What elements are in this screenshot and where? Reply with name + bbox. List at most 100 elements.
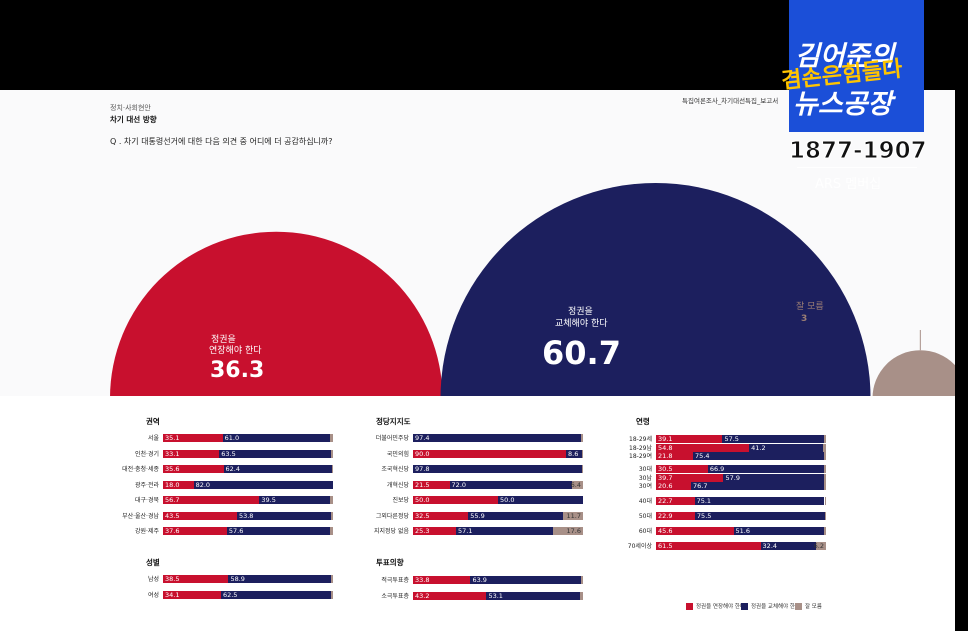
bar-segment: 61.5 xyxy=(656,542,761,550)
legend-extend: 정권을 연장해야 한다 xyxy=(686,602,745,610)
legend-extend-label: 정권을 연장해야 한다 xyxy=(696,604,746,610)
show-logo-box: 김어준의 겸손은힘들다 뉴스공장 xyxy=(780,0,924,132)
bar-segment xyxy=(823,435,826,443)
bar-segment: 22.9 xyxy=(656,512,695,520)
question-text: Q . 차기 대통령선거에 대한 다음 의견 중 어디에 더 공감하십니까? xyxy=(110,137,333,146)
legend-swatch-extend xyxy=(686,603,693,610)
bar-segment: 97.8 xyxy=(413,465,582,473)
bar-segment: 56.7 xyxy=(163,496,260,504)
bar-row-label: 부산·울산·경남 xyxy=(122,512,159,520)
bar-row: 국민의힘 90.0 8.6 xyxy=(387,449,583,458)
legend-replace: 정권을 교체해야 한다 xyxy=(741,602,800,610)
bar-value-label: 82.0 xyxy=(195,480,211,489)
bar-segment: 57.1 xyxy=(456,527,554,535)
gender-title: 성별 xyxy=(146,558,160,567)
bar-segment: 90.0 xyxy=(413,449,566,458)
bar-segment: 54.8 xyxy=(656,443,750,452)
bar-segment: 35.6 xyxy=(163,465,224,473)
bar-row-label: 강원·제주 xyxy=(135,528,159,535)
bar-segment xyxy=(824,482,826,490)
region-title: 권역 xyxy=(146,417,160,426)
bar-segment: 53.8 xyxy=(236,511,332,520)
bar-value-label: 18.0 xyxy=(165,480,180,489)
legend-swatch-unknown xyxy=(795,603,802,610)
bar-value-label: 61.0 xyxy=(224,434,240,442)
bar-value-label: 33.1 xyxy=(165,449,180,458)
bar-segment: 55.9 xyxy=(468,511,564,520)
divider xyxy=(797,167,917,168)
bar-value-label: 32.5 xyxy=(415,511,430,520)
bar-row-label: 광주·전라 xyxy=(135,481,159,489)
bar-segment: 51.6 xyxy=(733,527,825,535)
bar-segment: 66.9 xyxy=(707,465,825,473)
bar-value-label: 50.0 xyxy=(500,496,515,504)
bar-segment: 62.4 xyxy=(223,465,332,473)
party-title: 정당지지도 xyxy=(376,417,411,426)
bar-row-label: 60대 xyxy=(638,528,652,535)
bar-value-label: 43.2 xyxy=(415,591,430,600)
bar-row: 30남 39.7 57.9 xyxy=(639,473,826,482)
bar-row-label: 조국혁신당 xyxy=(381,466,409,473)
bar-segment: 20.6 xyxy=(656,482,692,490)
bar-value-label: 11.7 xyxy=(566,511,581,520)
bar-row: 지지정당 없음 25.3 57.1 17.6 xyxy=(374,527,583,535)
bar-value-label: 32.4 xyxy=(762,542,778,550)
bar-row-label: 70세이상 xyxy=(627,543,652,550)
show-title-line2: 뉴스공장 xyxy=(793,89,893,120)
bar-segment: 57.9 xyxy=(723,473,825,482)
legend-unknown: 잘 모름 xyxy=(795,602,822,610)
bar-row: 18-29세 39.1 57.5 xyxy=(629,435,826,443)
bar-segment: 33.8 xyxy=(413,576,471,584)
bar-value-label: 75.1 xyxy=(696,497,712,505)
extend-value: 36.3 xyxy=(210,358,265,383)
bar-value-label: 34.1 xyxy=(165,590,180,599)
bar-segment: 43.5 xyxy=(163,511,237,520)
bar-segment: 63.9 xyxy=(470,576,582,584)
bar-value-label: 17.6 xyxy=(566,527,581,535)
section-title: 차기 대선 방향 xyxy=(110,115,157,124)
bar-segment: 35.1 xyxy=(163,434,223,442)
bar-segment xyxy=(823,443,826,452)
bar-value-label: 97.4 xyxy=(415,434,430,442)
bar-segment: 6.2 xyxy=(814,542,826,550)
bar-segment xyxy=(331,511,333,520)
bar-row-label: 40대 xyxy=(638,498,652,505)
bar-row-label: 지지정당 없음 xyxy=(373,528,409,535)
bar-row: 18-29여 21.8 75.4 xyxy=(629,452,826,460)
bar-segment: 50.0 xyxy=(498,496,583,504)
bar-row: 더불어민주당 97.4 xyxy=(376,434,583,442)
bar-row: 소극투표층 43.2 53.1 xyxy=(381,591,583,600)
bar-value-label: 53.1 xyxy=(488,591,503,600)
bar-segment: 17.6 xyxy=(553,527,583,535)
bar-segment xyxy=(329,527,333,535)
bar-segment: 57.5 xyxy=(722,435,824,443)
bar-row-label: 18-29세 xyxy=(629,436,652,443)
bar-segment: 30.5 xyxy=(656,465,708,473)
bar-value-label: 20.6 xyxy=(658,482,673,490)
bar-row: 적극투표층 33.8 63.9 xyxy=(381,576,583,584)
extend-label-line2: 연장해야 한다 xyxy=(209,346,262,356)
bar-value-label: 75.5 xyxy=(696,512,712,520)
vote-intent-title: 투표의향 xyxy=(376,558,404,567)
bar-row-label: 서울 xyxy=(147,435,159,442)
bar-value-label: 63.5 xyxy=(221,449,236,458)
bar-value-label: 39.1 xyxy=(658,435,673,443)
bar-row: 그외다른정당 32.5 55.9 11.7 xyxy=(376,511,583,520)
bar-value-label: 97.8 xyxy=(415,465,430,473)
bar-row-label: 대구·경북 xyxy=(135,497,159,504)
semicircle-replace xyxy=(440,183,871,398)
bar-value-label: 37.6 xyxy=(165,527,180,535)
semicircle-unknown xyxy=(872,350,955,398)
membership-label: ARS 멤버십 xyxy=(815,177,882,192)
bar-value-label: 62.4 xyxy=(225,465,240,473)
bar-segment: 75.5 xyxy=(694,512,825,520)
bar-row: 대구·경북 56.7 39.5 xyxy=(135,496,333,504)
bar-segment xyxy=(581,576,583,584)
bar-value-label: 72.0 xyxy=(451,480,467,489)
bar-segment: 43.2 xyxy=(413,591,487,600)
bar-segment: 11.7 xyxy=(563,511,583,520)
bar-value-label: 75.4 xyxy=(695,452,710,460)
bar-segment: 41.2 xyxy=(749,443,824,452)
bar-value-label: 6.4 xyxy=(570,480,581,489)
bar-segment: 21.8 xyxy=(656,452,694,460)
